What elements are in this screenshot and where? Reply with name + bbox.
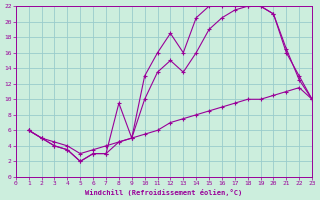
X-axis label: Windchill (Refroidissement éolien,°C): Windchill (Refroidissement éolien,°C) xyxy=(85,189,243,196)
